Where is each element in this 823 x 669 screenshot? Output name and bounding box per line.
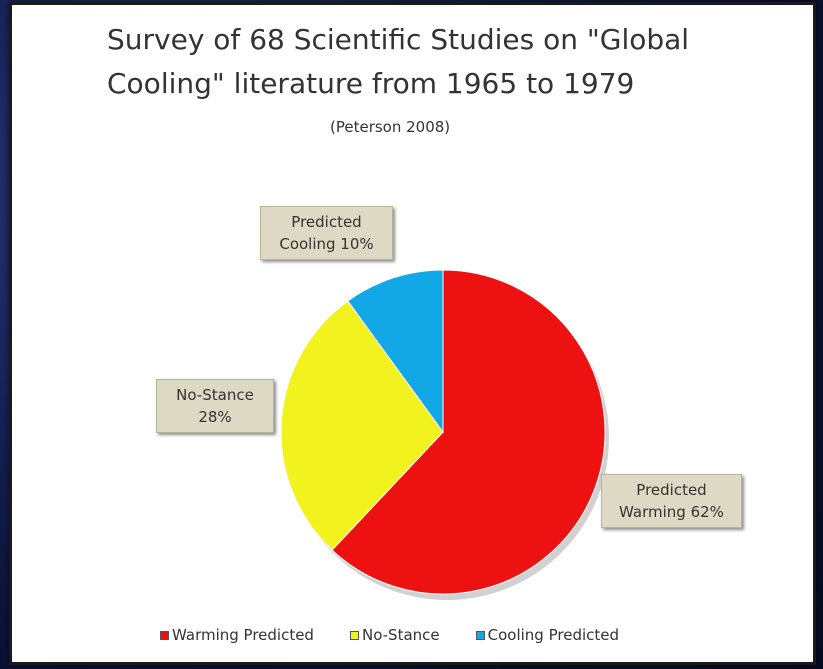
pie-slice-warming [331,269,606,595]
legend-item-cooling: Cooling Predicted [475,626,620,644]
legend-label-cooling: Cooling Predicted [487,626,620,644]
legend-label-no-stance: No-Stance [361,626,440,644]
pie-slice-cooling [347,269,444,434]
data-label-warming-line-1: Predicted [636,481,707,499]
pie-slice-no-stance [280,300,444,551]
legend-swatch-no-stance [349,630,359,640]
legend-item-warming: Warming Predicted [160,626,314,644]
legend-label-warming: Warming Predicted [172,626,314,644]
data-label-no-stance-line-2: 28% [198,408,232,426]
data-label-warming: Predicted Warming 62% [601,474,742,528]
chart-title-line-2: Cooling" literature from 1965 to 1979 [107,67,635,100]
data-label-cooling-line-2: Cooling 10% [279,235,374,253]
legend-swatch-warming [160,630,169,640]
data-label-warming-line-2: Warming 62% [619,503,724,521]
data-label-no-stance-line-1: No-Stance [176,386,254,404]
chart-title: Survey of 68 Scientific Studies on "Glob… [107,18,747,106]
legend-item-no-stance: No-Stance [349,626,440,644]
data-label-cooling: Predicted Cooling 10% [260,206,393,260]
legend-swatch-cooling [475,630,485,640]
chart-subtitle: (Peterson 2008) [330,118,451,136]
data-label-cooling-line-1: Predicted [291,213,362,231]
chart-title-line-1: Survey of 68 Scientific Studies on "Glob… [107,23,690,56]
chart-legend: Warming Predicted No-Stance Cooling Pred… [160,626,619,644]
data-label-no-stance: No-Stance 28% [156,379,274,433]
